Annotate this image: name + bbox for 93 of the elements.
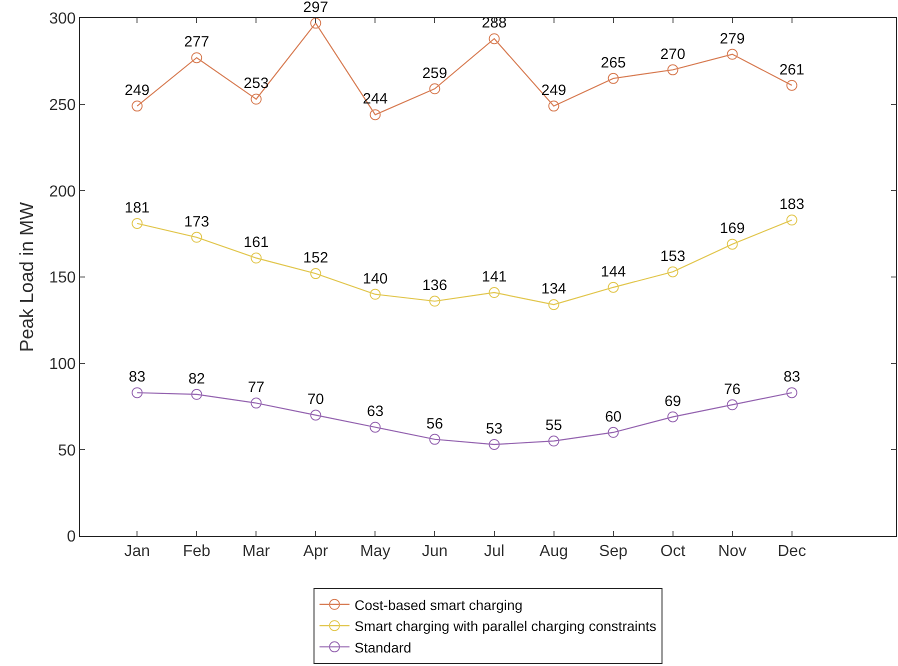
data-label: 297 [303,0,328,16]
point [370,422,381,433]
point [608,72,619,84]
point [429,83,440,94]
y-tick-label: 50 [58,442,76,460]
data-label: 152 [303,250,328,267]
y-tick-label: 250 [49,96,76,114]
data-label: 253 [244,75,269,92]
point [786,214,798,226]
data-label: 56 [426,415,444,432]
legend-label: Standard [354,639,412,656]
data-label: 70 [307,391,324,408]
data-label: 173 [184,213,210,230]
data-label: 261 [779,61,804,78]
point [132,387,143,398]
y-tick-label: 0 [66,528,76,546]
y-tick-label: 100 [49,356,76,373]
x-tick-label: Jun [422,543,448,560]
data-label: 259 [422,64,448,82]
data-label: 83 [783,368,800,386]
x-tick-label: Aug [540,543,568,560]
point [310,18,322,29]
data-label: 181 [124,199,150,216]
point [488,33,500,44]
x-tick-label: Jul [484,543,504,560]
y-tick-label: 150 [49,270,76,287]
y-tick-label: 300 [49,10,76,28]
data-label: 249 [541,82,566,100]
point [608,426,619,438]
data-label: 83 [128,368,146,386]
point [250,252,262,264]
data-label: 63 [366,403,384,420]
point [191,388,202,400]
x-tick-label: Nov [718,543,747,560]
point [488,287,500,298]
point [726,399,738,410]
x-tick-label: Feb [182,543,211,560]
data-label: 153 [660,248,686,265]
point [608,282,619,293]
point [250,94,262,105]
data-label: 161 [244,234,269,252]
data-label: 183 [779,196,804,214]
point [726,238,738,250]
data-label: 77 [248,379,265,396]
x-tick-label: Dec [778,543,806,560]
data-label: 265 [600,54,626,72]
point [429,434,440,445]
data-label: 53 [486,420,503,438]
data-label: 82 [188,370,206,388]
point [132,218,143,229]
point [667,411,678,422]
x-tick-label: Sep [599,543,628,560]
point [667,266,678,278]
x-tick-label: Mar [242,543,271,560]
x-tick-label: Oct [660,543,686,560]
x-tick-label: Apr [303,543,329,560]
point [667,64,678,76]
point [310,268,322,280]
x-tick-label: May [360,543,390,560]
data-label: 270 [660,46,686,63]
data-label: 136 [422,277,448,294]
data-label: 134 [541,280,566,298]
point [370,109,381,120]
data-label: 169 [720,220,745,238]
point [548,100,560,112]
data-label: 141 [482,268,507,286]
data-label: 277 [184,34,210,51]
data-label: 279 [720,30,745,48]
point [250,398,262,409]
point [488,438,500,450]
legend-label: Cost-based smart charging [354,596,523,613]
data-label: 249 [124,82,150,100]
point [191,232,202,243]
point [548,299,560,310]
point [786,387,798,398]
point [548,436,560,447]
data-label: 55 [545,417,562,434]
point [429,296,440,307]
data-label: 60 [604,408,622,426]
data-label: 144 [600,263,626,280]
point [370,288,381,300]
point [726,48,738,60]
legend-label: Smart charging with parallel charging constraints [354,618,656,634]
x-tick-label: Jan [124,543,150,560]
point [786,80,798,91]
data-label: 69 [664,392,682,410]
point [310,410,322,421]
y-axis-title: Peak Load in MW [16,202,38,352]
data-label: 76 [724,380,741,398]
point [191,52,202,64]
data-label: 140 [362,270,388,288]
point [132,100,143,112]
y-tick-label: 200 [49,183,76,200]
